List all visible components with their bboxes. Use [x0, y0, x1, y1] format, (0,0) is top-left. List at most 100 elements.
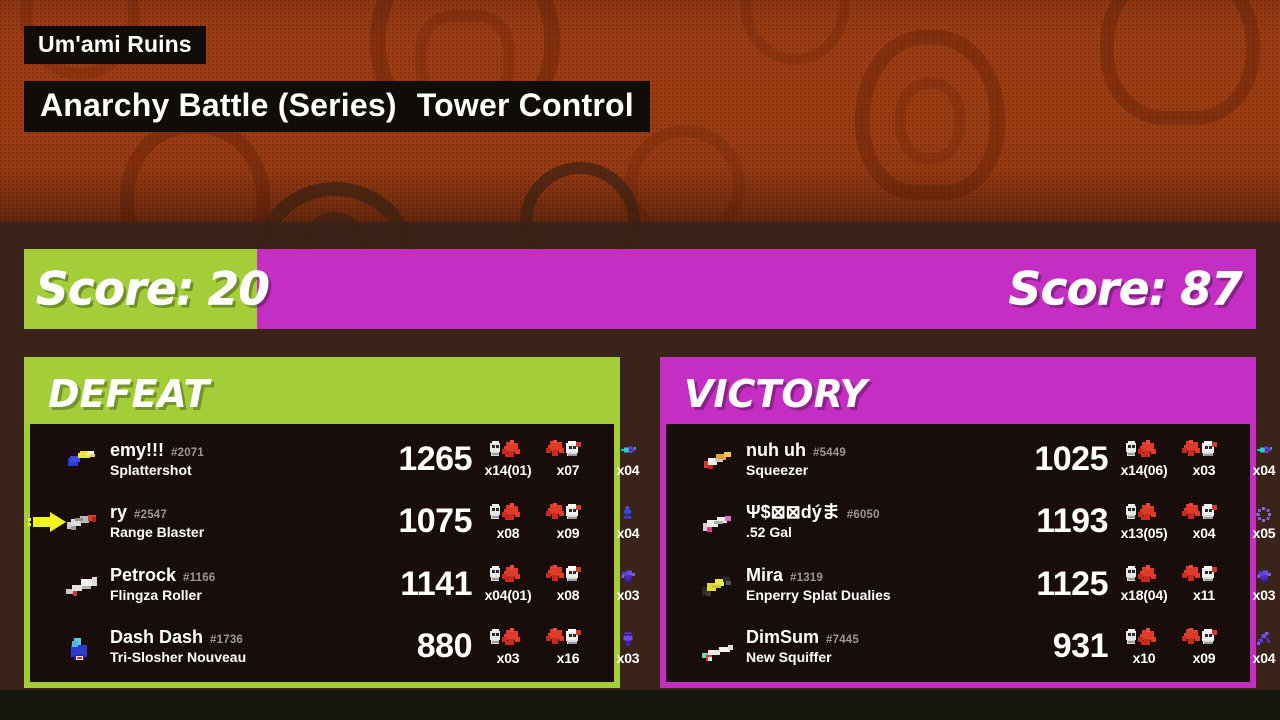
stat-deaths: x16 [538, 627, 598, 666]
player-name-line: nuh uh #5449 [746, 441, 978, 460]
stat-deaths: x09 [1174, 627, 1234, 666]
squiffer-icon [698, 630, 738, 664]
player-name-line: ry #2547 [110, 503, 342, 522]
player-row[interactable]: nuh uh #5449 Squeezer 1025 x14(06) x03 [666, 428, 1276, 490]
stat-deaths: x11 [1174, 565, 1234, 603]
stat-specials: x04 [598, 440, 658, 478]
player-row[interactable]: ry #2547 Range Blaster 1075 x08 x09 [28, 491, 640, 553]
kills-value: x04(01) [484, 587, 532, 604]
team-panel-winning: VICTORY nuh uh #5449 Squeezer 1025 x14(0… [660, 357, 1276, 688]
splattershot-icon [62, 442, 102, 476]
player-row[interactable]: Petrock #1166 Flingza Roller 1141 x04(01… [30, 553, 640, 615]
stage-name-label: Um'ami Ruins [38, 30, 192, 57]
kills-value: x13(05) [1120, 524, 1168, 541]
stat-specials: x03 [598, 565, 658, 603]
stat-deaths: x09 [538, 502, 598, 541]
player-name: Mira [746, 565, 784, 585]
player-info: Mira #1319 Enperry Splat Dualies [746, 566, 978, 603]
tri-slosher-icon [62, 630, 102, 664]
player-stats: x14(01) x07 x04 [478, 440, 658, 478]
stage-name-chip: Um'ami Ruins [24, 26, 206, 64]
inkjet-icon [598, 565, 658, 585]
player-weapon-name: New Squiffer [746, 649, 832, 665]
kills-value: x14(06) [1120, 462, 1168, 479]
stat-kills: x08 [478, 502, 538, 541]
inkjet-icon [1234, 565, 1280, 585]
booyah-bomb-icon [1234, 503, 1280, 523]
score-bar-losing-team [24, 249, 257, 329]
specials-value: x04 [616, 524, 640, 541]
player-row[interactable]: Dash Dash #1736 Tri-Slosher Nouveau 880 … [30, 616, 640, 678]
splat-death-icon [538, 627, 598, 648]
player-stats: x18(04) x11 x03 [1114, 565, 1280, 603]
deaths-value: x16 [556, 649, 580, 666]
player-tag: #1319 [790, 571, 823, 584]
player-score: 880 [416, 627, 473, 666]
stat-kills: x03 [478, 627, 538, 666]
specials-value: x04 [1252, 462, 1276, 479]
player-row[interactable]: emy!!! #2071 Splattershot 1265 x14(01) x… [30, 428, 640, 490]
kills-value: x03 [496, 649, 520, 666]
flingza-roller-icon [62, 567, 102, 601]
player-info: nuh uh #5449 Squeezer [746, 441, 978, 478]
deaths-value: x03 [1192, 462, 1216, 479]
player-weapon-name: Splattershot [110, 461, 192, 478]
stat-deaths: x07 [538, 440, 598, 478]
splat-death-icon [1174, 440, 1234, 460]
splat-death-icon [1174, 565, 1234, 585]
player-name: nuh uh [746, 440, 806, 460]
deaths-value: x07 [556, 462, 580, 479]
player-stats: x03 x16 x03 [478, 627, 658, 666]
player-tag: #6050 [846, 509, 880, 522]
roster-winning: nuh uh #5449 Squeezer 1025 x14(06) x03 [666, 424, 1276, 682]
ultra-stamp-icon [598, 628, 658, 648]
player-score: 1075 [398, 502, 472, 541]
player-info: Petrock #1166 Flingza Roller [110, 566, 342, 603]
splat-kill-icon [1114, 440, 1174, 460]
player-row[interactable]: DimSum #7445 New Squiffer 931 x10 x09 [666, 616, 1276, 678]
trizooka-icon [1234, 440, 1280, 460]
stat-deaths: x04 [1174, 502, 1234, 541]
player-name: DimSum [746, 628, 820, 647]
player-name: Dash Dash [110, 628, 204, 647]
mode-label: Tower Control [416, 87, 634, 123]
player-name-line: Mira #1319 [746, 566, 978, 585]
stat-kills: x14(01) [478, 440, 538, 478]
player-row[interactable]: Ψ$⊠⊠dýま #6050 .52 Gal 1193 x13(05) x04 [666, 491, 1276, 553]
kills-value: x14(01) [484, 462, 532, 479]
score-banner: Score: 20 Score: 87 [24, 249, 1256, 329]
player-info: ry #2547 Range Blaster [110, 503, 342, 540]
team-panel-losing: DEFEAT emy!!! #2071 Splattershot 1265 x1… [24, 357, 640, 688]
stat-specials: x05 [1234, 503, 1280, 541]
stat-specials: x04 [1234, 628, 1280, 666]
deaths-value: x09 [556, 524, 580, 541]
player-name-line: DimSum #7445 [746, 628, 978, 647]
player-info: Ψ$⊠⊠dýま #6050 .52 Gal [746, 503, 978, 540]
specials-value: x03 [616, 587, 640, 604]
deaths-value: x09 [1192, 649, 1216, 666]
battle-mode-chip: Anarchy Battle (Series) Tower Control [24, 81, 650, 132]
specials-value: x03 [1252, 587, 1276, 604]
winning-score-value: 87 [1180, 262, 1243, 316]
team-result-victory: VICTORY [684, 372, 867, 416]
stat-specials: x04 [1234, 440, 1280, 478]
splat-kill-icon [478, 502, 538, 523]
player-stats: x10 x09 x04 [1114, 627, 1280, 666]
player-tag: #2547 [134, 509, 167, 522]
splat-death-icon [538, 440, 598, 460]
player-name: Petrock [110, 565, 177, 585]
player-row[interactable]: Mira #1319 Enperry Splat Dualies 1125 x1… [666, 553, 1276, 615]
background-footer [0, 690, 1280, 720]
player-name: ry [110, 503, 128, 522]
score-bar-winning-team [257, 249, 1256, 329]
kills-value: x10 [1132, 649, 1156, 666]
player-tag: #5449 [812, 446, 846, 459]
specials-value: x03 [616, 649, 640, 666]
player-weapon-name: Range Blaster [110, 524, 205, 540]
gal52-icon [698, 505, 738, 539]
player-score: 1265 [398, 439, 472, 478]
splat-kill-icon [1114, 565, 1174, 585]
player-name-line: Ψ$⊠⊠dýま #6050 [746, 503, 978, 522]
deaths-value: x04 [1192, 524, 1216, 541]
splat-dualies-icon [698, 567, 738, 601]
